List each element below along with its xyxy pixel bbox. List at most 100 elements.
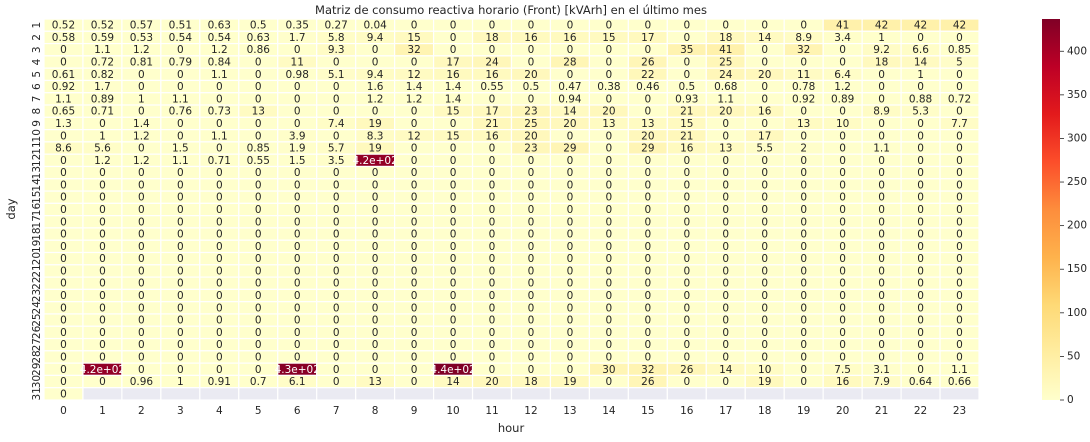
cell-label: 0 bbox=[138, 351, 145, 363]
cell-label: 0 bbox=[489, 216, 496, 228]
cell-label: 0 bbox=[489, 204, 496, 216]
y-tick-label: 27 bbox=[31, 338, 43, 351]
cell-label: 24 bbox=[719, 69, 733, 81]
cell-label: 0 bbox=[800, 315, 807, 327]
cell-label: 0 bbox=[333, 130, 340, 142]
cell-label: 0 bbox=[722, 315, 729, 327]
cell-label: 0 bbox=[372, 278, 379, 290]
cell-label: 0 bbox=[450, 179, 457, 191]
cell-label: 0 bbox=[528, 253, 535, 265]
cell-label: 0 bbox=[411, 265, 418, 277]
cell-label: 0 bbox=[683, 32, 690, 44]
cell-label: 0 bbox=[722, 302, 729, 314]
cell-label: 0 bbox=[917, 253, 924, 265]
cell-label: 0 bbox=[177, 315, 184, 327]
cell-label: 0 bbox=[528, 20, 535, 32]
cell-label: 1.4 bbox=[406, 81, 423, 93]
cell-label: 0 bbox=[683, 339, 690, 351]
cell-label: 0 bbox=[450, 44, 457, 56]
cell-label: 0 bbox=[411, 327, 418, 339]
cell-label: 0 bbox=[177, 118, 184, 130]
cell-label: 0 bbox=[489, 302, 496, 314]
cell-label: 0 bbox=[839, 106, 846, 118]
cell-label: 0 bbox=[878, 130, 885, 142]
cell-label: 0 bbox=[683, 265, 690, 277]
cell-label: 0 bbox=[411, 20, 418, 32]
heatmap-cell-missing bbox=[355, 387, 396, 401]
cell-label: 0 bbox=[800, 364, 807, 376]
heatmap-cell-missing bbox=[783, 387, 824, 401]
cell-label: 0 bbox=[878, 241, 885, 253]
cell-label: 0 bbox=[956, 351, 963, 363]
cell-label: 0 bbox=[567, 241, 574, 253]
cell-label: 0 bbox=[956, 216, 963, 228]
cell-label: 0 bbox=[956, 253, 963, 265]
cell-label: 0 bbox=[333, 351, 340, 363]
cell-label: 0 bbox=[956, 179, 963, 191]
cell-label: 0 bbox=[450, 118, 457, 130]
cell-label: 0 bbox=[216, 204, 223, 216]
cell-label: 1.1 bbox=[951, 364, 968, 376]
x-tick-label: 15 bbox=[641, 405, 654, 417]
cell-label: 0 bbox=[333, 93, 340, 105]
cell-label: 1.4 bbox=[445, 81, 462, 93]
cell-label: 0 bbox=[917, 229, 924, 241]
x-tick-label: 7 bbox=[333, 405, 340, 417]
cell-label: 0 bbox=[177, 253, 184, 265]
cell-label: 0 bbox=[99, 167, 106, 179]
cell-label: 0 bbox=[450, 302, 457, 314]
cell-label: 0 bbox=[567, 339, 574, 351]
cell-label: 0 bbox=[255, 179, 262, 191]
cell-label: 0 bbox=[177, 364, 184, 376]
cell-label: 0 bbox=[722, 20, 729, 32]
cell-label: 0 bbox=[722, 167, 729, 179]
colorbar-tick-label: 50 bbox=[1067, 350, 1080, 362]
cell-label: 1.9 bbox=[289, 143, 306, 155]
cell-label: 0 bbox=[917, 339, 924, 351]
cell-label: 0 bbox=[216, 364, 223, 376]
y-tick-label: 7 bbox=[31, 96, 43, 103]
cell-label: 0 bbox=[138, 179, 145, 191]
cell-label: 0 bbox=[839, 216, 846, 228]
cell-label: 0 bbox=[567, 327, 574, 339]
cell-label: 1 bbox=[138, 93, 145, 105]
cell-label: 0 bbox=[411, 118, 418, 130]
cell-label: 20 bbox=[524, 69, 537, 81]
cell-label: 0 bbox=[411, 216, 418, 228]
cell-label: 0 bbox=[333, 315, 340, 327]
cell-label: 0 bbox=[60, 364, 67, 376]
cell-label: 0 bbox=[177, 179, 184, 191]
cell-label: 0 bbox=[255, 265, 262, 277]
heatmap-cell-missing bbox=[549, 387, 591, 401]
cell-label: 0 bbox=[683, 351, 690, 363]
cell-label: 0 bbox=[99, 253, 106, 265]
cell-label: 0 bbox=[956, 278, 963, 290]
cell-label: 20 bbox=[641, 130, 654, 142]
colorbar-tick-label: 150 bbox=[1067, 263, 1087, 275]
cell-label: 0 bbox=[683, 302, 690, 314]
cell-label: 0 bbox=[956, 315, 963, 327]
cell-label: 0 bbox=[722, 351, 729, 363]
cell-label: 0 bbox=[294, 216, 301, 228]
cell-label: 1.2 bbox=[133, 155, 150, 167]
cell-label: 0 bbox=[489, 44, 496, 56]
cell-label: 0 bbox=[878, 351, 885, 363]
cell-label: 0 bbox=[606, 192, 613, 204]
cell-label: 0 bbox=[528, 315, 535, 327]
cell-label: 0 bbox=[216, 315, 223, 327]
cell-label: 0 bbox=[606, 302, 613, 314]
cell-label: 0 bbox=[528, 364, 535, 376]
cell-label: 0 bbox=[333, 376, 340, 388]
cell-label: 0 bbox=[917, 192, 924, 204]
cell-label: 0 bbox=[60, 44, 67, 56]
cell-label: 0 bbox=[255, 339, 262, 351]
cell-label: 0 bbox=[177, 290, 184, 302]
cell-label: 0 bbox=[839, 278, 846, 290]
cell-label: 0 bbox=[878, 290, 885, 302]
heatmap-cell-missing bbox=[588, 387, 629, 401]
heatmap-cell-missing bbox=[82, 387, 123, 401]
cell-label: 0 bbox=[99, 315, 106, 327]
cell-label: 20 bbox=[563, 118, 576, 130]
cell-label: 9.4 bbox=[367, 69, 384, 81]
cell-label: 0 bbox=[372, 229, 379, 241]
